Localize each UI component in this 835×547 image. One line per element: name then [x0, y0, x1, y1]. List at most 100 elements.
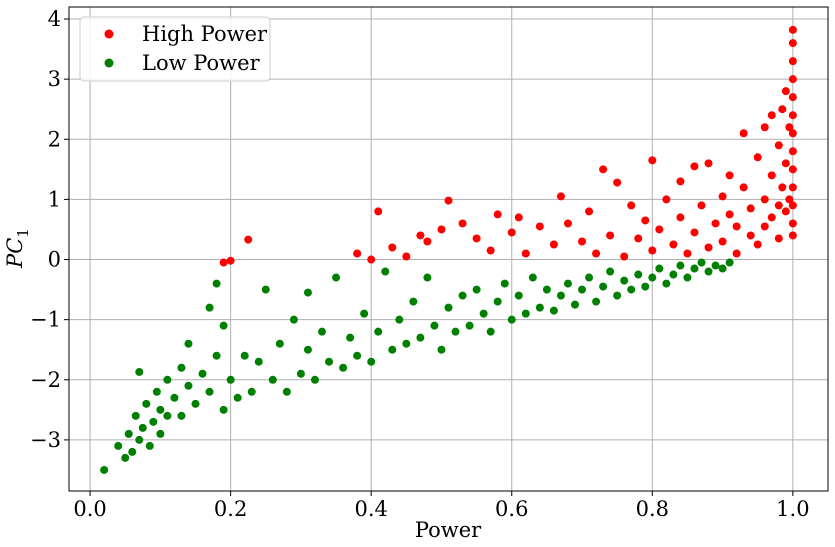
data-point-low-power	[556, 291, 565, 300]
data-point-low-power	[620, 276, 629, 285]
data-point-low-power	[205, 387, 214, 396]
data-point-low-power	[683, 273, 692, 282]
data-point-low-power	[135, 367, 144, 376]
data-point-high-power	[374, 207, 383, 216]
data-point-low-power	[145, 441, 154, 450]
data-point-low-power	[585, 273, 594, 282]
data-point-high-power	[767, 171, 776, 180]
data-point-high-power	[648, 156, 657, 165]
data-point-high-power	[423, 237, 432, 246]
y-axis-title-subscript: 1	[14, 228, 32, 238]
data-point-low-power	[360, 309, 369, 318]
data-point-low-power	[163, 411, 172, 420]
data-point-low-power	[131, 411, 140, 420]
y-axis-ticks: −3 −2 −1 0 1 2 3 4	[30, 7, 69, 452]
data-point-high-power	[676, 177, 685, 186]
data-point-low-power	[606, 267, 615, 276]
data-point-low-power	[549, 306, 558, 315]
data-point-low-power	[634, 270, 643, 279]
data-point-high-power	[458, 219, 467, 228]
y-tick-label: 0	[48, 248, 61, 272]
data-point-high-power	[226, 256, 235, 265]
data-point-low-power	[353, 351, 362, 360]
data-point-high-power	[676, 213, 685, 222]
data-point-high-power	[613, 178, 622, 187]
y-tick-label: 1	[48, 187, 61, 211]
plot-frame	[68, 6, 829, 492]
data-point-high-power	[732, 249, 741, 258]
data-point-high-power	[669, 240, 678, 249]
data-point-high-power	[788, 75, 797, 84]
data-point-high-power	[739, 183, 748, 192]
data-point-low-power	[128, 447, 137, 456]
data-point-high-power	[760, 195, 769, 204]
data-point-low-power	[152, 387, 161, 396]
data-point-low-power	[212, 279, 221, 288]
data-point-high-power	[767, 213, 776, 222]
data-point-high-power	[606, 231, 615, 240]
data-point-high-power	[367, 255, 376, 264]
data-point-high-power	[641, 216, 650, 225]
data-point-low-power	[655, 264, 664, 273]
data-point-low-power	[465, 321, 474, 330]
data-point-high-power	[634, 234, 643, 243]
x-axis-title: Power	[415, 518, 482, 542]
data-point-low-power	[613, 291, 622, 300]
data-point-high-power	[739, 129, 748, 138]
data-point-low-power	[124, 429, 133, 438]
data-point-low-power	[563, 279, 572, 288]
data-point-high-power	[388, 243, 397, 252]
data-point-high-power	[244, 235, 253, 244]
data-point-low-power	[177, 411, 186, 420]
data-point-low-power	[310, 375, 319, 384]
data-point-high-power	[788, 39, 797, 48]
data-point-high-power	[599, 165, 608, 174]
data-point-high-power	[753, 153, 762, 162]
data-point-low-power	[704, 267, 713, 276]
data-point-low-power	[268, 375, 277, 384]
y-tick-label: −3	[30, 428, 61, 452]
data-point-high-power	[788, 57, 797, 66]
x-tick-label: 0.4	[354, 497, 387, 521]
data-point-low-power	[592, 297, 601, 306]
data-point-high-power	[781, 159, 790, 168]
data-point-high-power	[585, 207, 594, 216]
x-tick-label: 0.8	[636, 497, 669, 521]
data-points	[100, 25, 797, 474]
data-point-high-power	[444, 196, 453, 205]
data-point-low-power	[226, 375, 235, 384]
data-point-low-power	[528, 273, 537, 282]
data-point-high-power	[778, 105, 787, 114]
data-point-low-power	[395, 315, 404, 324]
data-point-high-power	[514, 213, 523, 222]
data-point-high-power	[788, 201, 797, 210]
data-point-low-power	[444, 303, 453, 312]
data-point-low-power	[662, 279, 671, 288]
data-point-low-power	[374, 327, 383, 336]
data-point-high-power	[760, 222, 769, 231]
data-point-low-power	[472, 285, 481, 294]
x-tick-label: 0.2	[214, 497, 247, 521]
data-point-low-power	[191, 399, 200, 408]
data-point-high-power	[785, 123, 794, 132]
data-point-high-power	[563, 219, 572, 228]
data-point-low-power	[254, 357, 263, 366]
data-point-low-power	[303, 288, 312, 297]
data-point-high-power	[493, 210, 502, 219]
data-point-high-power	[507, 228, 516, 237]
data-point-high-power	[683, 249, 692, 258]
y-tick-label: 4	[48, 7, 61, 31]
data-point-low-power	[149, 417, 158, 426]
data-point-high-power	[725, 210, 734, 219]
data-point-low-power	[233, 393, 242, 402]
data-point-high-power	[718, 192, 727, 201]
data-point-low-power	[121, 453, 130, 462]
data-point-low-power	[451, 327, 460, 336]
data-point-high-power	[711, 219, 720, 228]
data-point-high-power	[353, 249, 362, 258]
data-point-high-power	[778, 183, 787, 192]
data-point-low-power	[142, 399, 151, 408]
y-tick-label: 3	[48, 67, 61, 91]
data-point-low-power	[212, 351, 221, 360]
data-point-low-power	[648, 273, 657, 282]
